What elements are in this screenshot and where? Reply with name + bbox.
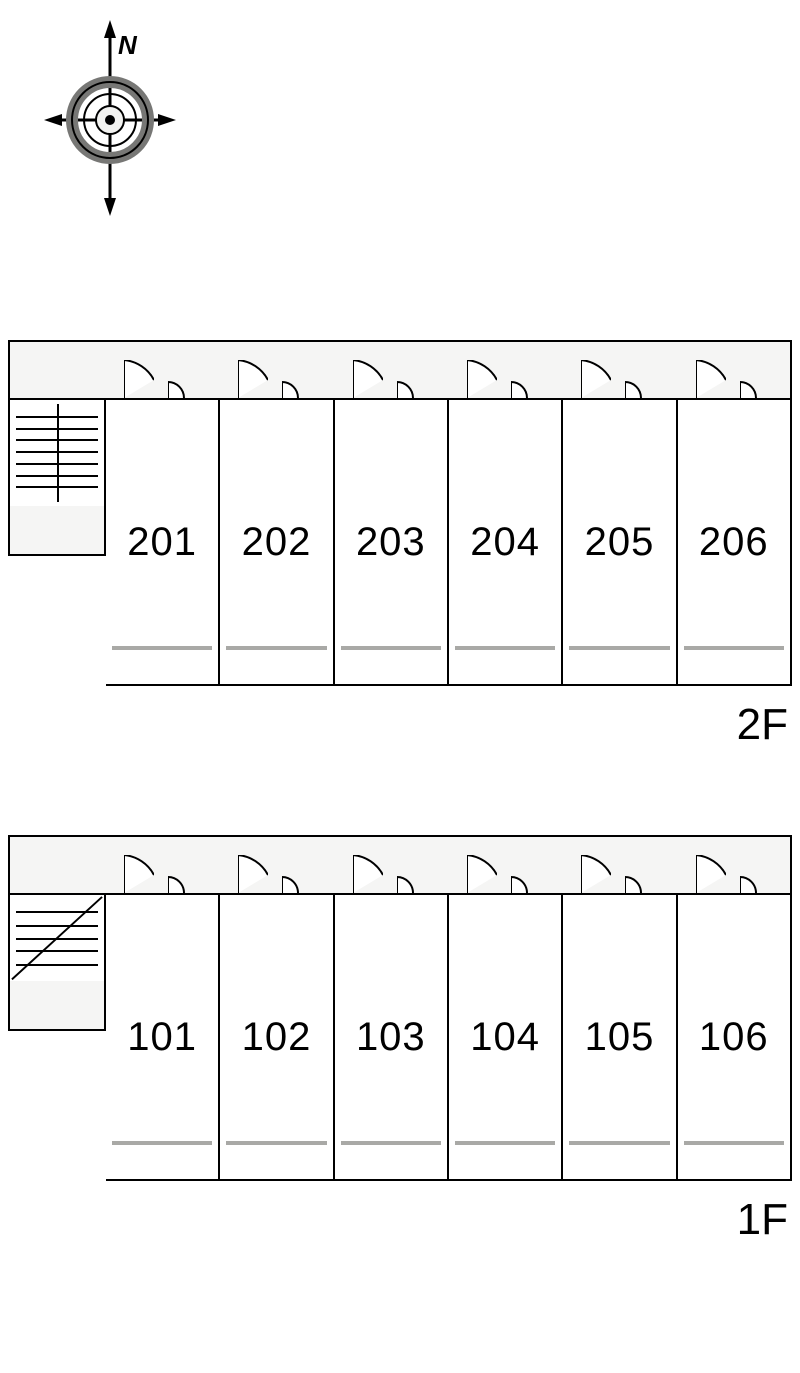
room-label: 105	[585, 1015, 655, 1060]
room-label: 102	[242, 1015, 312, 1060]
room-unit: 102	[220, 893, 334, 1181]
room-unit: 206	[678, 398, 792, 686]
balcony-rail-icon	[112, 646, 212, 650]
door-swing-icon	[238, 855, 268, 893]
room-label: 104	[470, 1015, 540, 1060]
doors-row-1f	[106, 855, 792, 895]
door-swing-small-icon	[397, 378, 417, 398]
door-swing-small-icon	[397, 873, 417, 893]
stair-icon	[8, 893, 106, 983]
balcony-rail-icon	[341, 646, 441, 650]
room-unit: 104	[449, 893, 563, 1181]
room-unit: 201	[106, 398, 220, 686]
door-swing-icon	[238, 360, 268, 398]
door-swing-small-icon	[168, 378, 188, 398]
compass-rose: N	[40, 20, 180, 220]
room-unit: 202	[220, 398, 334, 686]
door-swing-icon	[467, 360, 497, 398]
stair-landing-1f	[8, 981, 106, 1031]
room-label: 101	[127, 1015, 197, 1060]
door-swing-icon	[467, 855, 497, 893]
mailbox-grid-icon	[8, 398, 106, 508]
door-swing-icon	[124, 360, 154, 398]
door-swing-icon	[696, 360, 726, 398]
door-swing-small-icon	[625, 873, 645, 893]
door-swing-small-icon	[740, 378, 760, 398]
door-swing-small-icon	[740, 873, 760, 893]
door-swing-small-icon	[282, 873, 302, 893]
rooms-row-2f: 201 202 203 204 205 206	[8, 398, 792, 686]
room-label: 106	[699, 1015, 769, 1060]
door-swing-icon	[124, 855, 154, 893]
room-unit: 106	[678, 893, 792, 1181]
door-swing-small-icon	[511, 873, 531, 893]
room-label: 206	[699, 520, 769, 565]
doors-row-2f	[106, 360, 792, 400]
room-unit: 103	[335, 893, 449, 1181]
floor-label-1f: 1F	[737, 1195, 788, 1245]
balcony-rail-icon	[455, 646, 555, 650]
door-swing-small-icon	[625, 378, 645, 398]
door-swing-icon	[581, 360, 611, 398]
door-swing-icon	[353, 360, 383, 398]
room-label: 203	[356, 520, 426, 565]
balcony-rail-icon	[569, 646, 669, 650]
balcony-rail-icon	[455, 1141, 555, 1145]
door-swing-small-icon	[282, 378, 302, 398]
balcony-rail-icon	[226, 1141, 326, 1145]
room-unit: 105	[563, 893, 677, 1181]
room-label: 103	[356, 1015, 426, 1060]
balcony-rail-icon	[341, 1141, 441, 1145]
balcony-rail-icon	[684, 1141, 784, 1145]
door-swing-icon	[353, 855, 383, 893]
balcony-rail-icon	[226, 646, 326, 650]
door-swing-small-icon	[168, 873, 188, 893]
balcony-rail-icon	[112, 1141, 212, 1145]
balcony-rail-icon	[684, 646, 784, 650]
compass-north-label: N	[118, 30, 138, 60]
floor-label-2f: 2F	[737, 700, 788, 750]
door-swing-icon	[581, 855, 611, 893]
stair-area-2f	[8, 398, 106, 686]
room-label: 205	[585, 520, 655, 565]
stair-landing-2f	[8, 506, 106, 556]
door-swing-small-icon	[511, 378, 531, 398]
room-label: 204	[470, 520, 540, 565]
compass-icon: N	[40, 20, 180, 220]
door-swing-icon	[696, 855, 726, 893]
room-label: 202	[242, 520, 312, 565]
stair-area-1f	[8, 893, 106, 1181]
room-unit: 204	[449, 398, 563, 686]
room-unit: 205	[563, 398, 677, 686]
room-label: 201	[127, 520, 197, 565]
stair-diagonal-icon	[10, 895, 104, 981]
balcony-rail-icon	[569, 1141, 669, 1145]
room-unit: 101	[106, 893, 220, 1181]
room-unit: 203	[335, 398, 449, 686]
rooms-row-1f: 101 102 103 104 105 106	[8, 893, 792, 1181]
